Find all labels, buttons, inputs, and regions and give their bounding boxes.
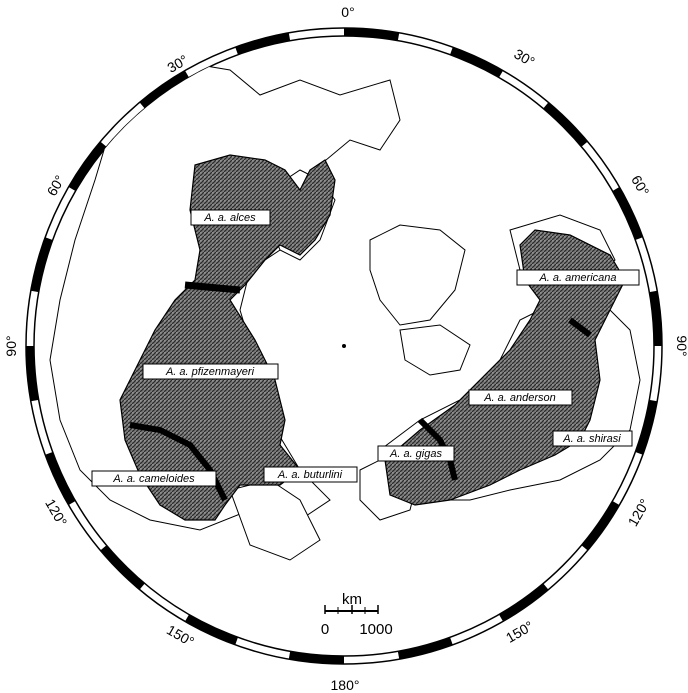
ring-segment [498, 583, 549, 622]
boundary-band-1 [184, 281, 241, 294]
degree-label-0: 0° [341, 4, 354, 20]
range-eurasia [119, 154, 336, 521]
label-anderson: A. a. anderson [468, 389, 573, 406]
label-gigas: A. a. gigas [377, 445, 455, 462]
scale-min-label: 0 [321, 621, 329, 638]
label-cameloides: A. a. cameloides [91, 470, 217, 487]
scale-unit: km [342, 591, 362, 608]
ring-segment [612, 187, 643, 241]
degree-label-30-left: 30° [164, 51, 190, 75]
ring-segment [26, 345, 39, 402]
ring-segment [649, 290, 662, 347]
ring-segment [635, 399, 658, 455]
label-shirasi: A. a. shirasi [552, 430, 633, 447]
degree-label-120-right: 120° [624, 496, 652, 529]
label-buturlini: A. a. buturlini [263, 466, 358, 483]
north-pole-point [342, 344, 346, 348]
ring-segment [235, 32, 291, 55]
label-alces: A. a. alces [190, 209, 271, 226]
svg-text:A. a. gigas: A. a. gigas [389, 448, 442, 460]
svg-text:A. a. alces: A. a. alces [203, 212, 256, 224]
degree-label-180: 180° [331, 677, 360, 693]
ring-segment [45, 451, 76, 505]
ring-segment [30, 237, 53, 293]
scale-bar: km 0 1000 [321, 591, 393, 638]
label-pfizenmayeri: A. a. pfizenmayeri [142, 363, 279, 380]
boundary-band-4 [568, 317, 592, 338]
ring-segment [100, 545, 145, 590]
arctic-islands-outline [399, 324, 471, 376]
graticule-ring [25, 27, 663, 665]
degree-label-90-right: 90° [674, 335, 688, 356]
svg-text:A. a. cameloides: A. a. cameloides [112, 473, 195, 485]
svg-text:A. a. pfizenmayeri: A. a. pfizenmayeri [165, 366, 255, 378]
svg-text:A. a. americana: A. a. americana [538, 272, 616, 284]
ring-segment [185, 614, 239, 645]
svg-text:A. a. shirasi: A. a. shirasi [562, 433, 621, 445]
ring-segment [581, 500, 620, 551]
scale-max-label: 1000 [359, 621, 392, 638]
ring-segment [68, 141, 107, 192]
svg-text:A. a. buturlini: A. a. buturlini [277, 469, 343, 481]
ring-segment [343, 28, 400, 41]
ring-segment [288, 651, 345, 664]
degree-label-90-left: 90° [3, 335, 19, 356]
ring-segment [449, 47, 503, 78]
ring-segment [543, 102, 588, 147]
greenland-outline [369, 224, 466, 326]
degree-label-60-right: 60° [628, 172, 652, 198]
degree-label-30-right: 30° [511, 45, 537, 69]
subspecies-labels: A. a. alces A. a. pfizenmayeri A. a. cam… [91, 209, 640, 487]
degree-label-150-right: 150° [503, 617, 536, 645]
label-americana: A. a. americana [516, 269, 640, 286]
svg-text:A. a. anderson: A. a. anderson [483, 392, 556, 404]
ring-segment [397, 637, 453, 660]
ring-segment [139, 70, 190, 109]
